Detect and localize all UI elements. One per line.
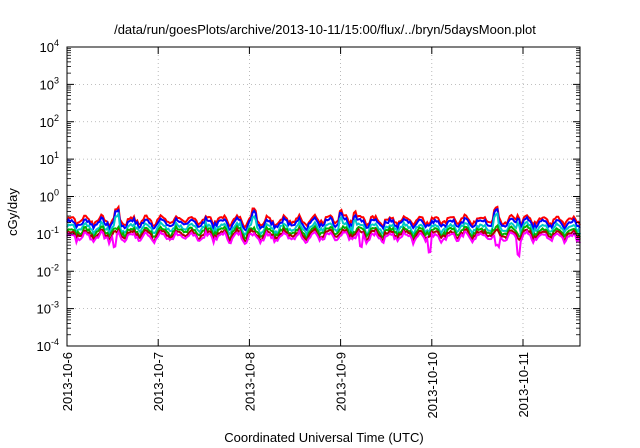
x-tick-label: 2013-10-11 <box>516 352 531 418</box>
y-tick-label: 10-4 <box>37 337 59 354</box>
y-tick-label: 104 <box>40 38 59 55</box>
x-tick-label: 2013-10-6 <box>60 352 75 411</box>
series-line <box>66 207 581 233</box>
data-series <box>66 204 581 259</box>
y-tick-label: 100 <box>40 188 59 205</box>
x-tick-label: 2013-10-7 <box>151 352 166 411</box>
x-tick-label: 2013-10-10 <box>425 352 440 419</box>
grid <box>67 47 580 346</box>
series-line <box>66 228 581 259</box>
y-axis-label: cGy/day <box>5 188 20 236</box>
series-line <box>66 211 581 239</box>
x-axis-ticks: 2013-10-6 2013-10-7 2013-10-8 2013-10-9 2013… <box>60 47 531 419</box>
x-tick-label: 2013-10-9 <box>334 352 349 411</box>
x-axis-label: Coordinated Universal Time (UTC) <box>224 430 423 445</box>
y-tick-label: 10-3 <box>37 300 59 317</box>
y-tick-label: 102 <box>40 113 59 130</box>
y-tick-label: 10-2 <box>37 262 59 279</box>
chart-title: /data/run/goesPlots/archive/2013-10-11/1… <box>114 22 536 37</box>
x-tick-label: 2013-10-8 <box>242 352 257 411</box>
y-tick-label: 103 <box>40 75 59 92</box>
y-tick-label: 101 <box>40 150 59 167</box>
y-axis-ticks: 10-4 10-3 10-2 10-1 100 101 102 103 104 <box>37 38 580 354</box>
y-tick-label: 10-1 <box>37 225 59 242</box>
